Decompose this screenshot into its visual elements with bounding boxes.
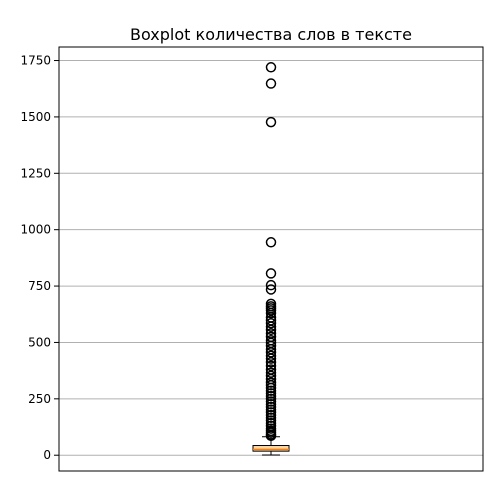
outlier-point: [265, 62, 277, 73]
y-tick-label: 1750: [20, 54, 51, 68]
outlier-point: [265, 357, 277, 368]
outlier-point: [265, 284, 277, 295]
iqr-box: [252, 445, 290, 452]
box-group: [252, 436, 290, 456]
y-tick-label: 1000: [20, 223, 51, 237]
outlier-point: [265, 268, 277, 279]
plot-frame: [58, 46, 484, 472]
outlier-point: [265, 393, 277, 405]
outlier-point: [265, 412, 277, 424]
outliers-group: [265, 62, 277, 442]
outlier-point: [265, 415, 277, 426]
y-tick-label: 250: [28, 392, 51, 406]
outlier-point: [265, 324, 277, 336]
y-tick-label: 0: [43, 448, 51, 462]
outlier-point: [265, 318, 277, 329]
outlier-point: [265, 353, 277, 364]
outlier-point: [265, 409, 277, 421]
outlier-point: [265, 116, 277, 128]
chart-title: Boxplot количества слов в тексте: [130, 25, 412, 44]
outlier-point: [265, 407, 277, 418]
y-tick-label: 1500: [20, 110, 51, 124]
outlier-point: [265, 377, 277, 388]
outlier-point: [265, 367, 277, 378]
outlier-point: [265, 340, 277, 352]
outlier-point: [265, 321, 277, 332]
outlier-point: [265, 382, 277, 394]
y-tick-label: 1250: [20, 166, 51, 180]
outlier-point: [265, 404, 277, 415]
outlier-point: [265, 305, 277, 316]
y-tick-label: 500: [28, 335, 51, 349]
outlier-point: [265, 350, 277, 362]
outlier-point: [265, 430, 277, 442]
y-tick-label: 750: [28, 279, 51, 293]
outlier-point: [265, 398, 277, 410]
y-axis: 0 250 500 750 1000 1250 1500 1750: [20, 54, 59, 462]
outlier-point: [265, 388, 277, 399]
outlier-point: [265, 385, 277, 396]
outlier-point: [265, 401, 277, 413]
outlier-point: [265, 279, 277, 291]
outlier-point: [265, 396, 277, 407]
outlier-point: [265, 237, 277, 248]
outlier-point: [265, 360, 277, 372]
grid-lines: [59, 60, 483, 456]
outlier-point: [265, 390, 277, 402]
outlier-point: [265, 347, 277, 358]
outlier-point: [265, 78, 277, 89]
outlier-point: [265, 380, 277, 391]
outlier-point: [265, 307, 277, 319]
